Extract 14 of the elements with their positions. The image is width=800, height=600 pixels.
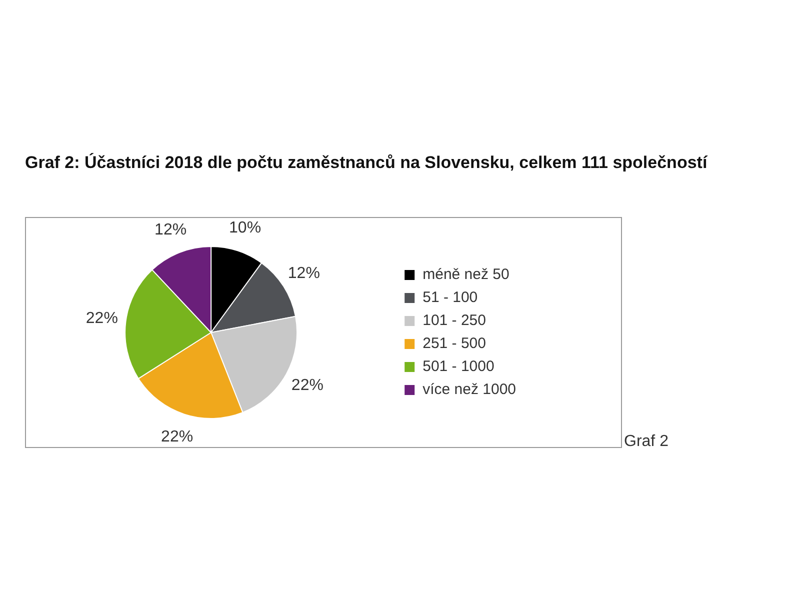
data-label: 12% — [288, 264, 320, 282]
legend-label: 51 - 100 — [422, 289, 478, 306]
data-label: 10% — [229, 219, 262, 236]
data-label: 22% — [291, 376, 324, 394]
data-label: 12% — [154, 222, 187, 239]
data-label: 22% — [86, 310, 118, 328]
data-label: 22% — [161, 428, 194, 446]
legend-label: 501 - 1000 — [422, 358, 494, 376]
text: Graf 2 — [624, 433, 668, 451]
legend-label: 101 - 250 — [422, 312, 486, 330]
legend-label: méně než 50 — [422, 266, 510, 284]
chart-title: Graf 2: Účastníci 2018 dle počtu zaměstnanců na Slovensku, celkem 111 společností — [25, 152, 709, 174]
legend-label: 251 - 500 — [422, 335, 486, 352]
legend-label: více než 1000 — [422, 381, 516, 398]
